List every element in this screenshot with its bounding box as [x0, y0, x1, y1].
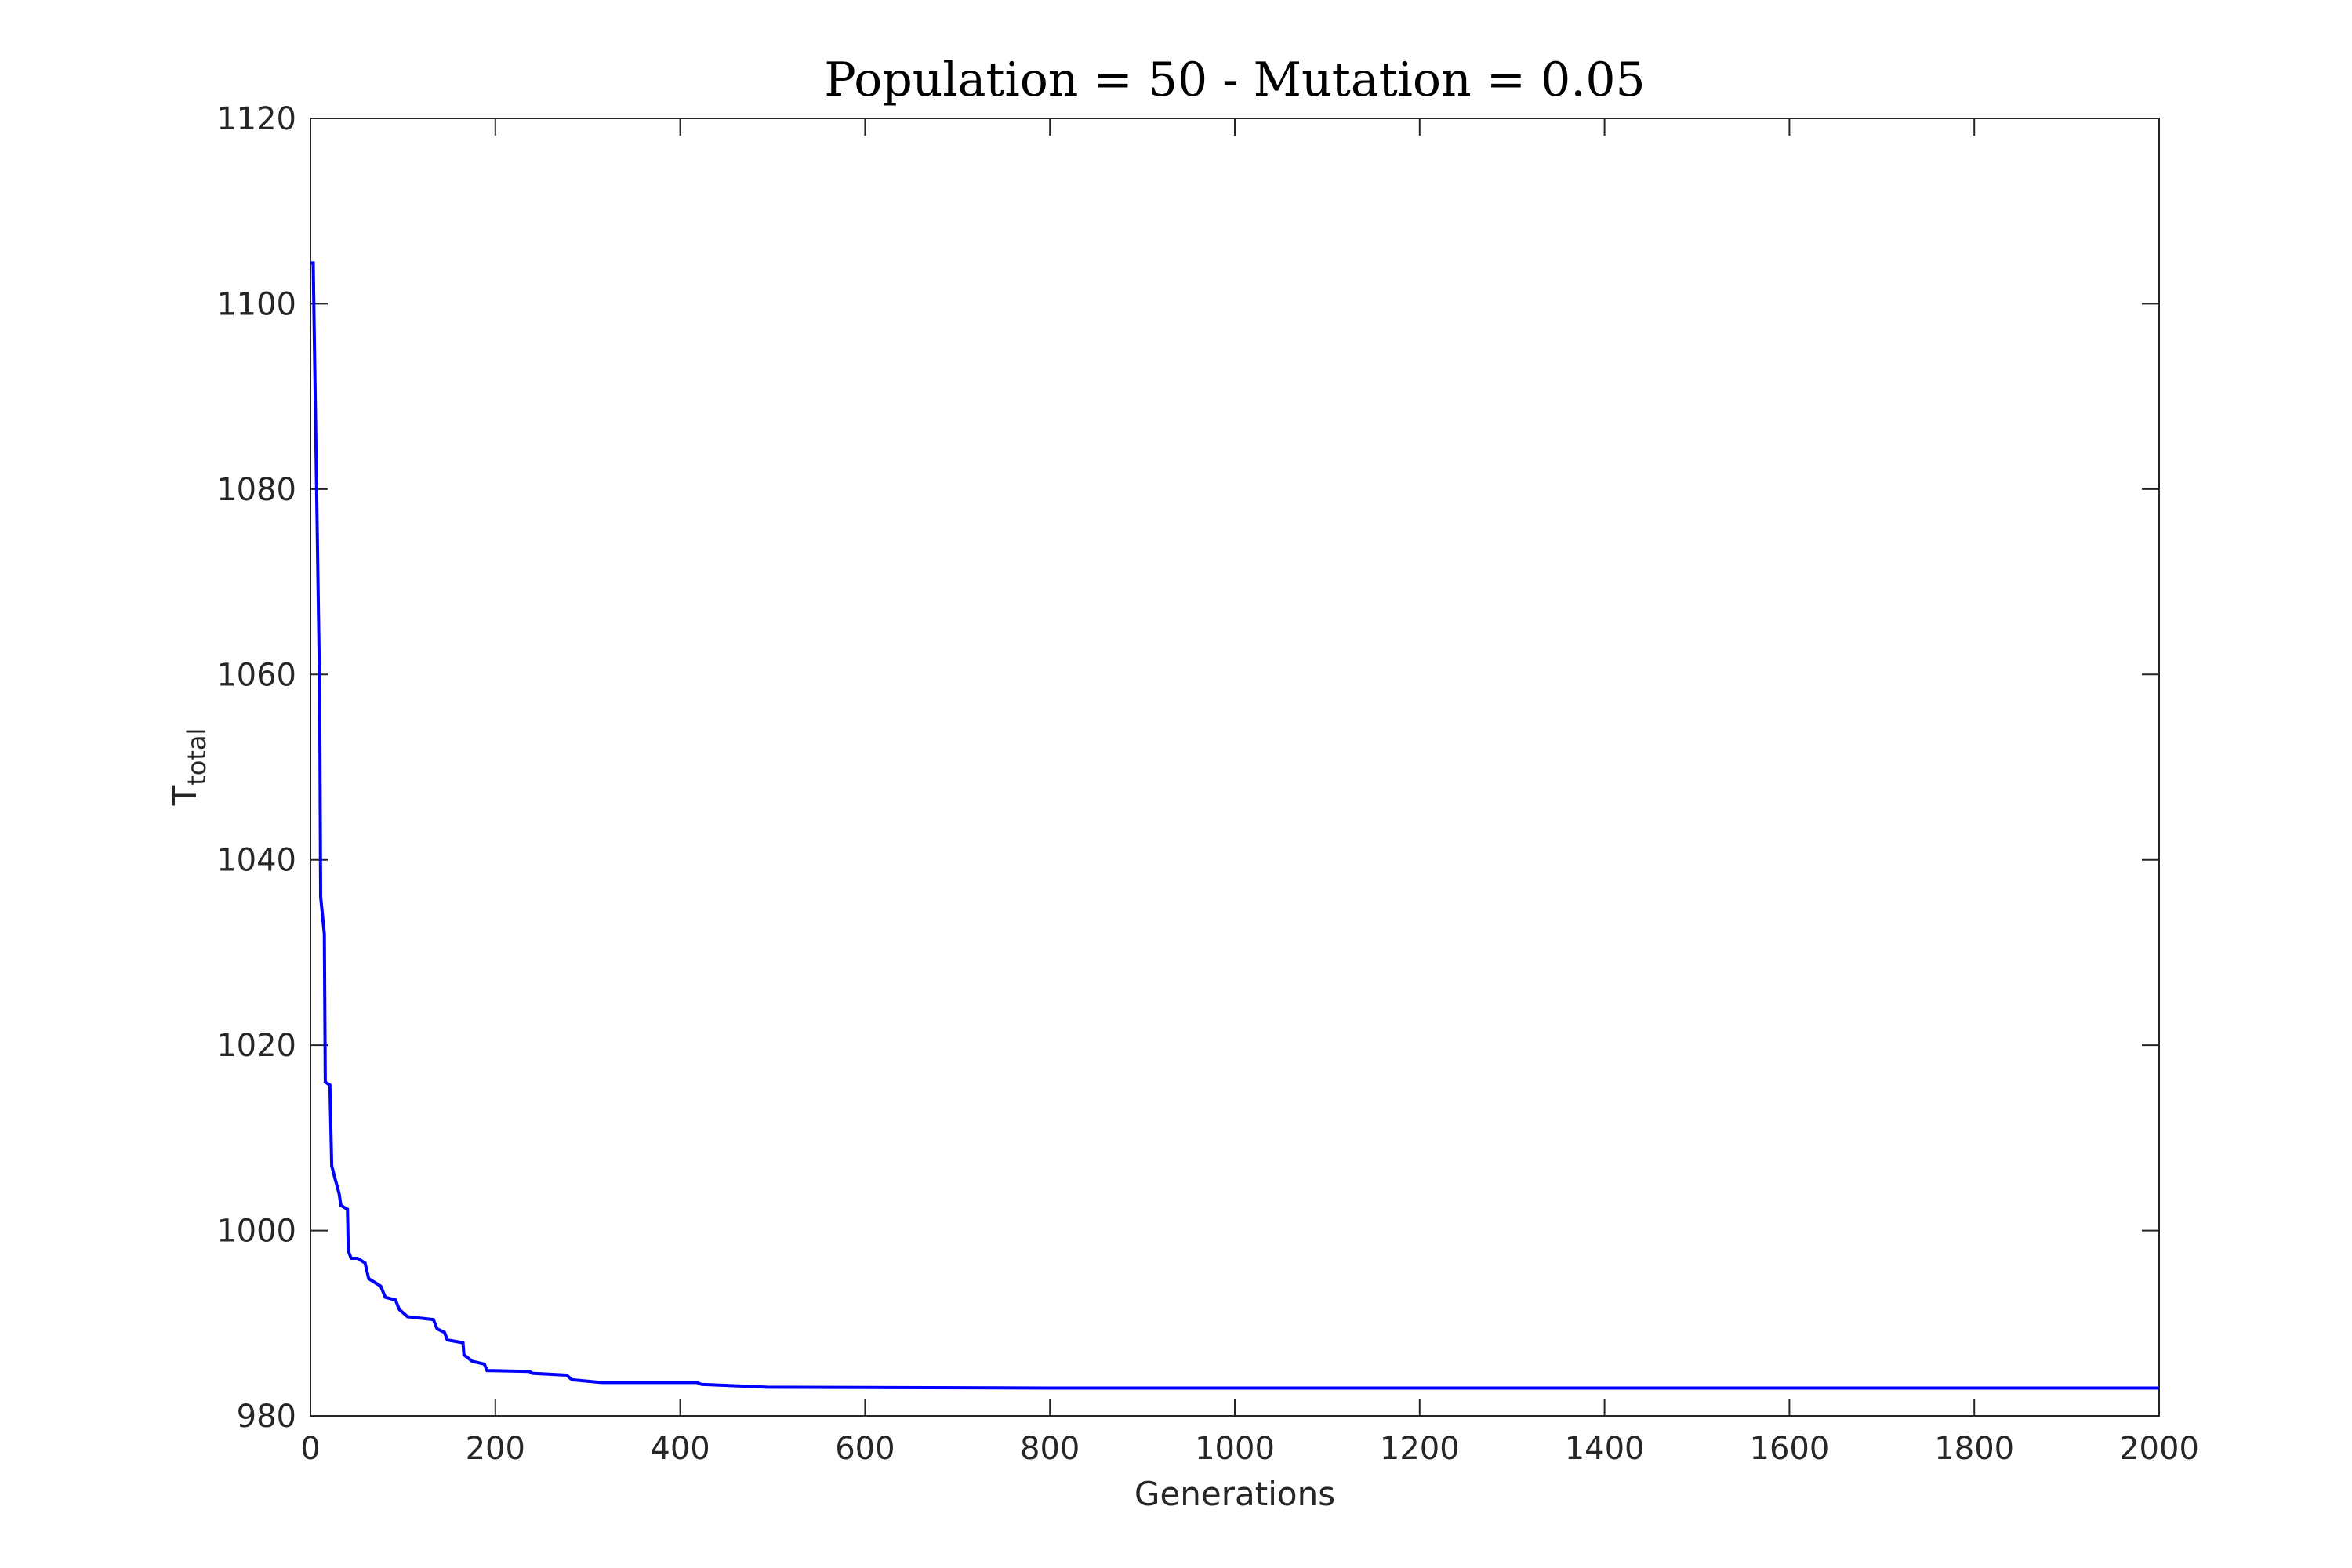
- y-tick-label: 1060: [216, 657, 296, 693]
- y-tick-label: 1000: [216, 1214, 296, 1250]
- y-tick-label: 980: [237, 1399, 296, 1435]
- x-tick-label: 400: [650, 1431, 710, 1467]
- y-axis-label-main: T: [165, 785, 204, 806]
- plot-area: [310, 118, 2160, 1417]
- y-tick-label: 1120: [216, 101, 296, 137]
- chart-title: Population = 50 - Mutation = 0.05: [824, 53, 1645, 107]
- y-axis-label: Ttotal: [165, 728, 212, 807]
- x-tick-label: 1000: [1195, 1431, 1275, 1467]
- y-tick-label: 1080: [216, 472, 296, 508]
- y-tick-label: 1100: [216, 286, 296, 322]
- series-line-t-total: [310, 261, 2159, 1390]
- x-axis-label: Generations: [1134, 1475, 1335, 1513]
- x-tick-label: 1200: [1380, 1431, 1460, 1467]
- y-axis-label-sub: total: [182, 728, 212, 786]
- x-tick-label: 2000: [2119, 1431, 2199, 1467]
- x-tick-label: 1800: [1934, 1431, 2014, 1467]
- x-tick-label: 1600: [1750, 1431, 1830, 1467]
- x-tick-label: 800: [1020, 1431, 1080, 1467]
- svg-text:Ttotal: Ttotal: [165, 728, 212, 807]
- x-tick-label: 200: [466, 1431, 525, 1467]
- y-tick-label: 1040: [216, 843, 296, 879]
- x-tick-label: 600: [835, 1431, 895, 1467]
- x-tick-label: 0: [300, 1431, 320, 1467]
- y-tick-label: 1020: [216, 1028, 296, 1064]
- x-tick-label: 1400: [1565, 1431, 1645, 1467]
